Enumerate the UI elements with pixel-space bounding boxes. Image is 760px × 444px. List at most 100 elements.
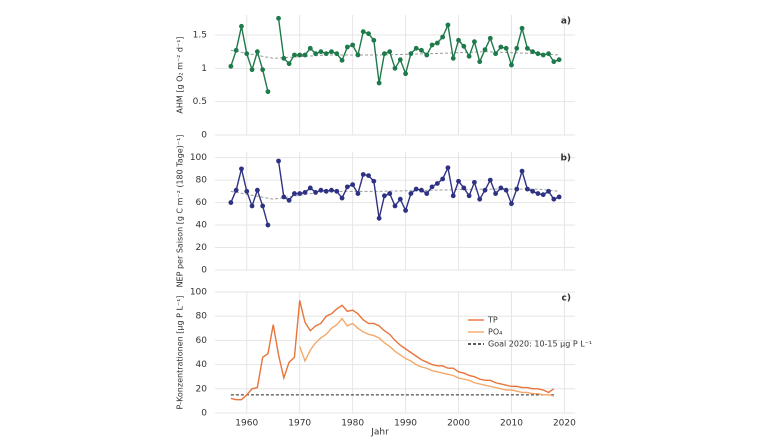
data-point bbox=[302, 52, 308, 58]
data-point bbox=[403, 71, 408, 77]
x-tick-label: 2010 bbox=[500, 419, 523, 429]
data-point bbox=[498, 185, 504, 191]
data-point bbox=[260, 67, 266, 73]
y-tick-label: 60 bbox=[196, 336, 208, 346]
data-point bbox=[249, 67, 255, 73]
data-point bbox=[292, 52, 297, 58]
y-tick-label: 80 bbox=[196, 176, 208, 186]
data-point bbox=[344, 44, 350, 50]
data-point bbox=[445, 165, 451, 171]
data-point bbox=[472, 179, 477, 185]
x-axis-title: Jahr bbox=[370, 428, 389, 438]
data-point bbox=[424, 191, 430, 196]
data-point bbox=[493, 191, 498, 196]
data-point bbox=[318, 49, 324, 55]
data-point bbox=[297, 52, 303, 58]
x-tick-label: 1980 bbox=[341, 419, 364, 429]
data-point bbox=[313, 190, 318, 195]
data-point bbox=[244, 51, 250, 57]
data-point bbox=[265, 89, 271, 95]
data-point bbox=[524, 45, 530, 51]
data-point bbox=[286, 61, 292, 67]
data-point bbox=[413, 186, 419, 192]
data-point bbox=[366, 31, 371, 37]
data-point bbox=[276, 15, 281, 21]
y-tick-label: 0 bbox=[201, 409, 207, 419]
data-point bbox=[408, 191, 414, 196]
series-line bbox=[230, 300, 555, 401]
y-axis-title: NEP per Saison [g C m⁻² (180 Tage)⁻¹] bbox=[176, 135, 185, 288]
data-point bbox=[556, 194, 562, 200]
data-point bbox=[540, 52, 546, 58]
data-point bbox=[302, 190, 308, 195]
data-point bbox=[360, 29, 366, 35]
data-point bbox=[487, 177, 493, 183]
y-tick-label: 40 bbox=[196, 360, 208, 370]
data-point bbox=[382, 51, 387, 57]
data-point bbox=[450, 193, 456, 199]
data-point bbox=[535, 51, 541, 57]
data-point bbox=[339, 195, 345, 201]
data-point bbox=[461, 185, 467, 191]
y-tick-label: 60 bbox=[196, 198, 208, 208]
data-point bbox=[233, 187, 239, 193]
x-tick-label: 1990 bbox=[394, 419, 417, 429]
data-point bbox=[419, 47, 424, 53]
series-line bbox=[230, 168, 269, 226]
data-point bbox=[249, 203, 255, 209]
y-tick-label: 20 bbox=[196, 384, 208, 394]
y-axis-title: AHM [g O₂ m⁻² d⁻¹] bbox=[176, 36, 185, 113]
data-point bbox=[339, 57, 345, 63]
data-point bbox=[239, 23, 244, 29]
data-point bbox=[323, 51, 329, 57]
data-point bbox=[403, 208, 408, 213]
data-point bbox=[228, 200, 234, 205]
data-point bbox=[382, 193, 387, 199]
data-point bbox=[307, 45, 313, 51]
data-point bbox=[292, 191, 297, 196]
data-point bbox=[307, 185, 313, 191]
data-point bbox=[445, 22, 451, 28]
data-point bbox=[466, 193, 472, 199]
y-tick-label: 0.5 bbox=[193, 97, 207, 107]
data-point bbox=[493, 51, 498, 57]
data-point bbox=[376, 80, 382, 86]
x-tick-label: 2020 bbox=[553, 419, 576, 429]
data-point bbox=[450, 55, 456, 61]
data-point bbox=[387, 191, 393, 196]
data-point bbox=[265, 222, 271, 228]
data-point bbox=[244, 188, 250, 194]
data-point bbox=[530, 188, 536, 194]
data-point bbox=[387, 49, 393, 55]
panel-label: c) bbox=[562, 294, 571, 304]
data-point bbox=[366, 173, 371, 179]
data-point bbox=[323, 188, 329, 194]
data-point bbox=[371, 178, 377, 184]
data-point bbox=[477, 196, 483, 202]
data-point bbox=[440, 34, 446, 40]
legend-label: Goal 2020: 10-15 µg P L⁻¹ bbox=[488, 340, 592, 349]
data-point bbox=[239, 166, 244, 172]
x-tick-label: 1960 bbox=[235, 419, 258, 429]
y-axis-title: P-Konzentrationen [µg P L⁻¹] bbox=[176, 296, 185, 410]
data-point bbox=[360, 172, 366, 177]
data-point bbox=[424, 52, 430, 58]
data-point bbox=[350, 42, 356, 48]
data-point bbox=[429, 184, 435, 190]
y-tick-label: 100 bbox=[190, 288, 207, 298]
y-tick-label: 100 bbox=[190, 153, 207, 163]
data-point bbox=[482, 187, 488, 193]
series-line bbox=[230, 26, 269, 92]
y-tick-label: 20 bbox=[196, 243, 208, 253]
data-point bbox=[509, 201, 514, 207]
data-point bbox=[408, 51, 414, 57]
y-tick-label: 80 bbox=[196, 312, 208, 322]
data-point bbox=[487, 35, 493, 41]
data-point bbox=[434, 40, 440, 46]
panel-label: b) bbox=[560, 154, 571, 164]
data-point bbox=[392, 203, 398, 209]
data-point bbox=[419, 187, 424, 193]
y-tick-label: 0 bbox=[201, 131, 207, 141]
data-point bbox=[477, 59, 483, 65]
data-point bbox=[413, 45, 419, 51]
